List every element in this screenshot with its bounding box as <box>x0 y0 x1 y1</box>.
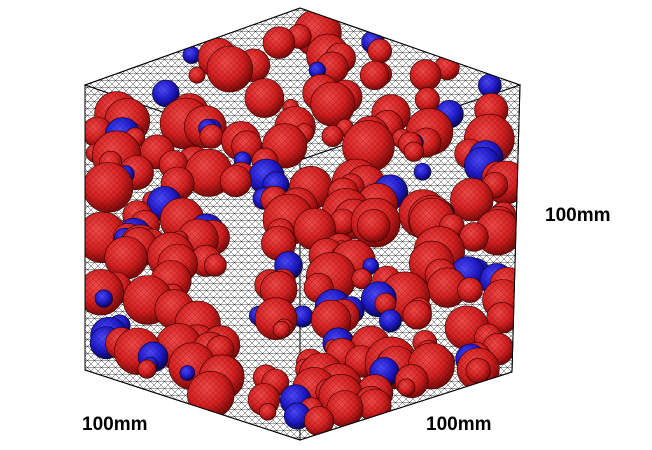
particle-mesh-overlay <box>179 365 195 381</box>
particle-mesh-overlay <box>415 87 440 113</box>
particle-mesh-overlay <box>478 74 502 97</box>
particle-mesh-overlay <box>182 46 201 64</box>
particle-mesh-overlay <box>367 38 392 63</box>
particle-mesh-overlay <box>204 254 227 277</box>
particle-mesh-overlay <box>357 209 390 243</box>
particle-mesh-overlay <box>410 59 441 91</box>
particle-mesh-overlay <box>244 78 284 118</box>
particle-mesh-overlay <box>414 163 431 181</box>
dimension-label-height: 100mm <box>545 205 611 226</box>
dimension-label-width: 100mm <box>82 414 148 435</box>
particle-mesh-overlay <box>206 46 253 92</box>
particle-mesh-overlay <box>427 267 468 308</box>
particle-mesh-overlay <box>152 80 180 107</box>
particle-mesh-overlay <box>404 141 424 162</box>
particle-mesh-overlay <box>310 82 355 127</box>
particle-mesh-overlay <box>95 289 113 308</box>
particle-mesh-overlay <box>457 277 483 303</box>
particle-mesh-overlay <box>402 300 432 330</box>
particle-mesh-overlay <box>358 389 392 422</box>
particle-mesh-overlay <box>199 124 224 149</box>
particle-mesh-overlay <box>459 222 489 252</box>
aggregate-particles <box>85 8 520 437</box>
cube-edges <box>84 7 521 441</box>
particle-mesh-overlay <box>330 209 356 235</box>
dimension-label-depth: 100mm <box>426 414 492 435</box>
particle-mesh-overlay <box>273 321 290 339</box>
particle-mesh-overlay <box>379 309 402 332</box>
particle-mesh-overlay <box>397 378 415 396</box>
particle-mesh-overlay <box>187 371 235 419</box>
particle-mesh-overlay <box>374 293 396 315</box>
particle-mesh-overlay <box>465 358 491 384</box>
particle-mesh-overlay <box>360 61 389 90</box>
particle-mesh-overlay <box>263 26 295 59</box>
particle-mesh-overlay <box>284 402 311 430</box>
particle-mesh-overlay <box>188 67 206 84</box>
particle-mesh-overlay <box>326 390 364 427</box>
particle-mesh-overlay <box>85 162 133 213</box>
particle-mesh-overlay <box>137 359 157 379</box>
particle-mesh-overlay <box>259 403 277 421</box>
particle-mesh-overlay <box>104 236 148 280</box>
particle-mesh-overlay <box>220 165 252 197</box>
particle-mesh-overlay <box>450 178 494 222</box>
particle-mesh-overlay <box>351 268 372 289</box>
particle-mesh-overlay <box>321 125 344 147</box>
particle-mesh-overlay <box>304 406 334 436</box>
